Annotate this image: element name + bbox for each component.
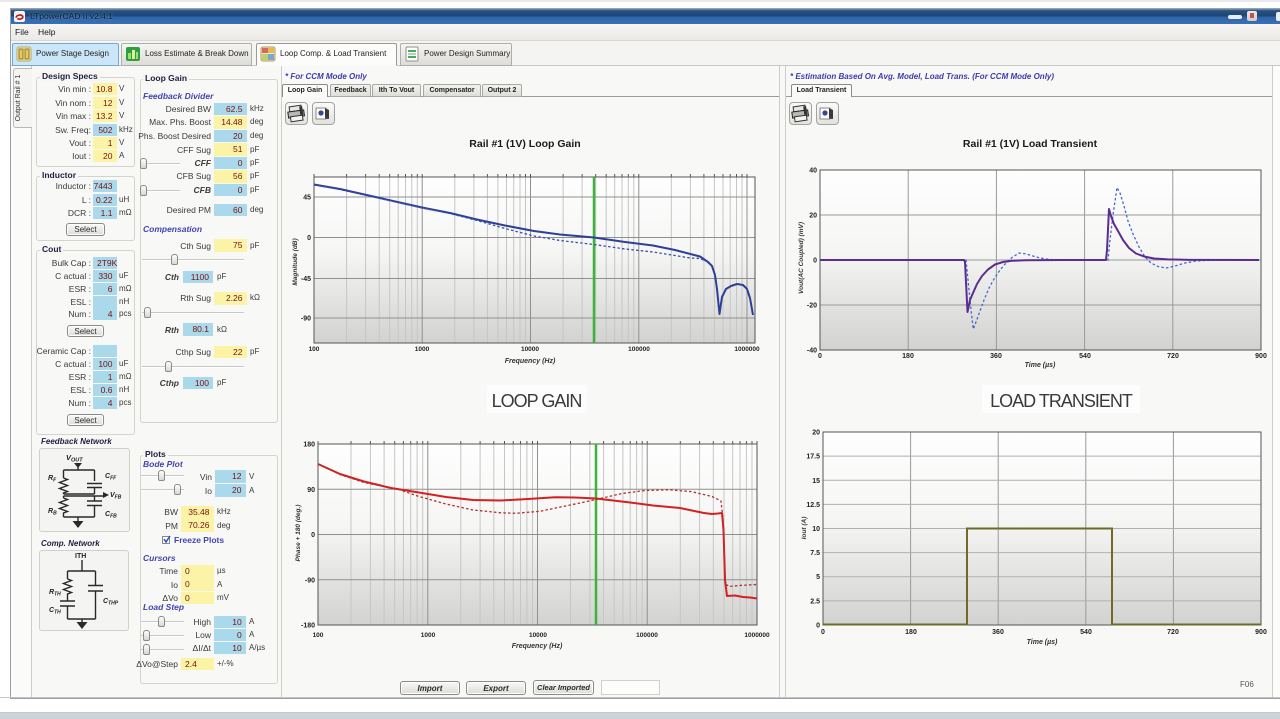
svg-text:CTH: CTH <box>49 607 61 616</box>
svg-text:CFF: CFF <box>105 473 117 482</box>
svg-text:12.5: 12.5 <box>806 502 820 509</box>
svg-text:-90: -90 <box>301 316 311 323</box>
svg-text:100000: 100000 <box>636 632 658 639</box>
svg-text:90: 90 <box>307 487 315 494</box>
svg-text:100000: 100000 <box>628 346 650 353</box>
svg-text:5: 5 <box>816 574 820 581</box>
svg-text:20: 20 <box>809 213 817 220</box>
svg-text:Time (µs): Time (µs) <box>1025 362 1056 369</box>
svg-text:7.5: 7.5 <box>810 550 820 557</box>
svg-text:40: 40 <box>809 168 817 175</box>
svg-text:RB: RB <box>48 508 57 517</box>
svg-text:-180: -180 <box>301 623 315 630</box>
svg-text:360: 360 <box>990 353 1002 360</box>
svg-text:ITH: ITH <box>75 553 86 560</box>
svg-text:1000: 1000 <box>421 632 436 639</box>
svg-text:0: 0 <box>821 629 825 636</box>
svg-text:1000: 1000 <box>415 346 430 353</box>
svg-text:180: 180 <box>303 442 315 449</box>
svg-text:CTHP: CTHP <box>103 598 119 607</box>
svg-text:RF: RF <box>48 475 57 484</box>
svg-text:0: 0 <box>311 532 315 539</box>
svg-text:Frequency (Hz): Frequency (Hz) <box>505 358 556 365</box>
svg-text:100: 100 <box>313 632 324 639</box>
svg-text:0: 0 <box>307 235 311 242</box>
svg-text:20: 20 <box>812 430 820 437</box>
svg-text:540: 540 <box>1080 629 1092 636</box>
svg-text:10: 10 <box>812 526 820 533</box>
svg-text:10000: 10000 <box>529 632 547 639</box>
svg-text:CFB: CFB <box>105 511 117 520</box>
svg-text:10000: 10000 <box>521 346 539 353</box>
svg-text:-20: -20 <box>807 303 817 310</box>
svg-text:-45: -45 <box>301 276 311 283</box>
svg-text:0: 0 <box>813 258 817 265</box>
svg-text:540: 540 <box>1079 353 1091 360</box>
svg-text:VOUT: VOUT <box>66 453 83 464</box>
svg-text:720: 720 <box>1167 629 1179 636</box>
svg-text:45: 45 <box>303 195 311 202</box>
svg-text:180: 180 <box>905 629 917 636</box>
svg-text:1000000: 1000000 <box>734 346 760 353</box>
svg-text:Phase + 180 (deg.): Phase + 180 (deg.) <box>295 505 302 562</box>
svg-text:Vout(AC Coupled) (mV): Vout(AC Coupled) (mV) <box>798 222 805 294</box>
svg-text:VFB: VFB <box>110 492 122 501</box>
svg-text:Time (µs): Time (µs) <box>1027 639 1058 646</box>
svg-text:900: 900 <box>1255 629 1267 636</box>
svg-text:2.5: 2.5 <box>810 598 820 605</box>
svg-text:100: 100 <box>309 346 320 353</box>
svg-text:15: 15 <box>812 478 820 485</box>
svg-text:17.5: 17.5 <box>806 454 820 461</box>
svg-text:0: 0 <box>816 623 820 630</box>
svg-text:Iout (A): Iout (A) <box>801 517 808 540</box>
svg-text:360: 360 <box>992 629 1004 636</box>
svg-text:RTH: RTH <box>49 589 61 598</box>
svg-text:900: 900 <box>1255 353 1267 360</box>
svg-text:Magnitude (dB): Magnitude (dB) <box>292 238 299 285</box>
svg-text:Frequency (Hz): Frequency (Hz) <box>512 643 563 650</box>
svg-text:720: 720 <box>1167 353 1179 360</box>
svg-text:1000000: 1000000 <box>744 632 770 639</box>
svg-text:-90: -90 <box>305 577 315 584</box>
svg-text:0: 0 <box>818 353 822 360</box>
svg-text:-40: -40 <box>807 348 817 355</box>
svg-text:180: 180 <box>902 353 914 360</box>
